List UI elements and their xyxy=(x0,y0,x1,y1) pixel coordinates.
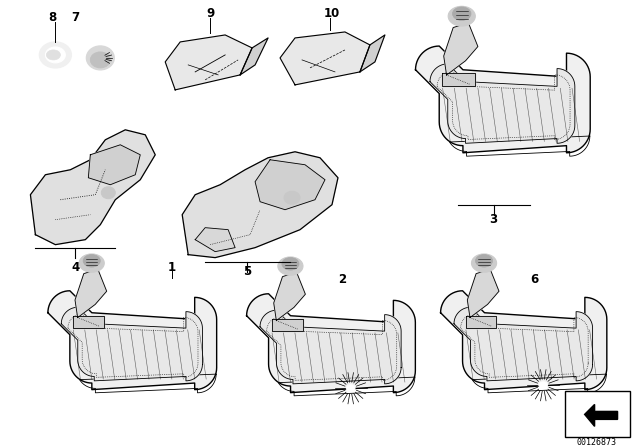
Text: 00126873: 00126873 xyxy=(577,438,616,447)
Text: 3: 3 xyxy=(490,213,498,226)
Ellipse shape xyxy=(284,191,300,204)
Polygon shape xyxy=(280,32,370,85)
Polygon shape xyxy=(61,307,202,381)
Polygon shape xyxy=(182,152,338,258)
Ellipse shape xyxy=(539,382,548,389)
Ellipse shape xyxy=(282,258,299,270)
Polygon shape xyxy=(88,145,140,185)
Text: 5: 5 xyxy=(243,265,252,278)
Polygon shape xyxy=(415,46,590,153)
Polygon shape xyxy=(165,35,252,90)
Text: 1: 1 xyxy=(168,261,176,274)
Ellipse shape xyxy=(83,254,100,267)
Polygon shape xyxy=(31,130,156,245)
Polygon shape xyxy=(255,160,325,210)
Polygon shape xyxy=(360,35,385,72)
Ellipse shape xyxy=(448,6,476,26)
Polygon shape xyxy=(467,269,499,318)
Text: 6: 6 xyxy=(531,273,539,286)
Bar xyxy=(564,392,630,437)
Polygon shape xyxy=(454,307,593,381)
Polygon shape xyxy=(440,291,607,390)
Ellipse shape xyxy=(346,385,355,392)
Polygon shape xyxy=(240,38,268,75)
Ellipse shape xyxy=(278,257,303,275)
Ellipse shape xyxy=(45,47,65,63)
Ellipse shape xyxy=(79,254,104,272)
Polygon shape xyxy=(246,294,415,392)
Polygon shape xyxy=(272,319,303,331)
Polygon shape xyxy=(48,291,217,390)
Polygon shape xyxy=(274,272,305,321)
Ellipse shape xyxy=(40,42,72,68)
Polygon shape xyxy=(442,73,475,86)
Polygon shape xyxy=(260,310,401,384)
Text: 10: 10 xyxy=(324,8,340,21)
Text: 4: 4 xyxy=(71,261,79,274)
Ellipse shape xyxy=(476,254,493,267)
Text: 2: 2 xyxy=(338,273,346,286)
Ellipse shape xyxy=(452,7,471,21)
Polygon shape xyxy=(195,228,235,252)
Text: 9: 9 xyxy=(206,8,214,21)
Ellipse shape xyxy=(90,52,110,68)
Polygon shape xyxy=(444,23,478,75)
Polygon shape xyxy=(75,269,107,318)
Ellipse shape xyxy=(46,50,60,60)
Text: 8: 8 xyxy=(48,12,56,25)
Ellipse shape xyxy=(472,254,497,272)
Ellipse shape xyxy=(101,187,115,199)
Text: 7: 7 xyxy=(71,12,79,25)
Polygon shape xyxy=(73,316,104,328)
Ellipse shape xyxy=(86,46,115,70)
Polygon shape xyxy=(465,316,497,328)
Polygon shape xyxy=(584,405,618,426)
Polygon shape xyxy=(430,64,575,143)
